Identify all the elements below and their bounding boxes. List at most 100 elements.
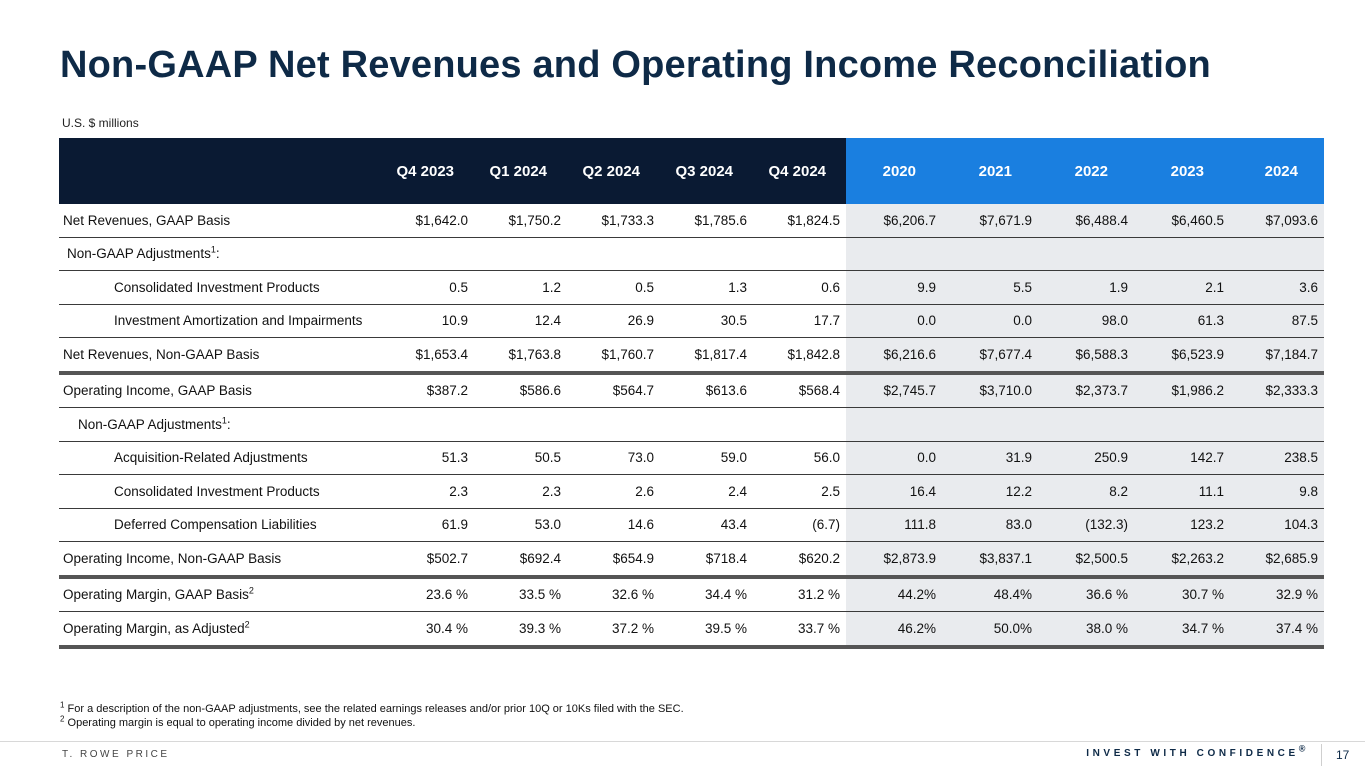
table-cell: $7,677.4 <box>942 337 1038 375</box>
table-cell: 56.0 <box>753 441 846 475</box>
table-cell: $2,500.5 <box>1038 541 1134 579</box>
table-cell: $3,837.1 <box>942 541 1038 579</box>
table-cell: $1,642.0 <box>381 204 474 238</box>
table-cell <box>660 407 753 442</box>
table-cell <box>660 237 753 271</box>
table-cell: $6,216.6 <box>846 337 942 375</box>
table-cell: $692.4 <box>474 541 567 579</box>
table-cell: $6,206.7 <box>846 204 942 238</box>
row-label-text: Operating Margin, as Adjusted <box>63 620 245 636</box>
table-header-row: Q4 2023 Q1 2024 Q2 2024 Q3 2024 Q4 2024 … <box>59 138 1324 204</box>
table-cell: 0.6 <box>753 270 846 305</box>
table-cell: 2.5 <box>753 474 846 509</box>
row-label: Net Revenues, Non-GAAP Basis <box>59 337 381 375</box>
table-cell: 26.9 <box>567 304 660 338</box>
table-cell <box>1038 237 1134 271</box>
footer-separator <box>1321 744 1322 766</box>
table-row: Consolidated Investment Products 0.5 1.2 0.… <box>59 270 1324 305</box>
table-cell: $2,685.9 <box>1230 541 1324 579</box>
table-cell: 250.9 <box>1038 441 1134 475</box>
tagline-text: INVEST WITH CONFIDENCE <box>1086 748 1299 759</box>
table-row: Non-GAAP Adjustments1: <box>59 407 1324 442</box>
table-cell: $586.6 <box>474 372 567 408</box>
table-cell <box>942 237 1038 271</box>
row-label: Deferred Compensation Liabilities <box>59 508 381 542</box>
table-cell <box>381 407 474 442</box>
table-cell: 48.4% <box>942 576 1038 612</box>
table-cell: $1,763.8 <box>474 337 567 375</box>
footnote-2: 2 Operating margin is equal to operating… <box>60 715 415 729</box>
col-header-q4-2023: Q4 2023 <box>381 138 474 204</box>
row-label-text: Non-GAAP Adjustments <box>78 416 222 432</box>
table-cell: 30.5 <box>660 304 753 338</box>
table-cell: $1,785.6 <box>660 204 753 238</box>
footnote-text: For a description of the non-GAAP adjust… <box>67 703 684 715</box>
table-cell: 0.0 <box>846 441 942 475</box>
table-cell: 30.4 % <box>381 611 474 649</box>
row-label-text: Consolidated Investment Products <box>114 483 320 499</box>
table-cell: $7,671.9 <box>942 204 1038 238</box>
table-cell: 0.0 <box>942 304 1038 338</box>
table-cell: 61.3 <box>1134 304 1230 338</box>
table-cell: 23.6 % <box>381 576 474 612</box>
table-cell: 39.3 % <box>474 611 567 649</box>
table-cell: 59.0 <box>660 441 753 475</box>
table-cell <box>1134 407 1230 442</box>
table-cell: 111.8 <box>846 508 942 542</box>
row-label: Operating Income, Non-GAAP Basis <box>59 541 381 579</box>
row-label-text: Investment Amortization and Impairments <box>114 313 363 329</box>
table-cell: 142.7 <box>1134 441 1230 475</box>
row-label-text: Deferred Compensation Liabilities <box>114 517 317 533</box>
col-header-2022: 2022 <box>1038 138 1134 204</box>
table-cell: $7,093.6 <box>1230 204 1324 238</box>
table-cell: 123.2 <box>1134 508 1230 542</box>
table-row: Non-GAAP Adjustments1: <box>59 237 1324 271</box>
page-number: 17 <box>1336 748 1350 762</box>
row-label: Investment Amortization and Impairments <box>59 304 381 338</box>
table-cell: 12.2 <box>942 474 1038 509</box>
reconciliation-table: Q4 2023 Q1 2024 Q2 2024 Q3 2024 Q4 2024 … <box>59 138 1324 649</box>
row-label-text: Net Revenues, GAAP Basis <box>63 212 231 228</box>
table-cell: $6,523.9 <box>1134 337 1230 375</box>
table-cell: 0.5 <box>381 270 474 305</box>
table-cell: 3.6 <box>1230 270 1324 305</box>
table-cell: 31.9 <box>942 441 1038 475</box>
row-label-text: Acquisition-Related Adjustments <box>114 450 308 466</box>
row-label-text: Consolidated Investment Products <box>114 279 320 295</box>
table-cell: $718.4 <box>660 541 753 579</box>
row-label-suffix: : <box>215 246 220 262</box>
table-cell: 34.4 % <box>660 576 753 612</box>
table-cell: 44.2% <box>846 576 942 612</box>
table-row: Acquisition-Related Adjustments 51.3 50.5 7… <box>59 441 1324 475</box>
table-cell: 51.3 <box>381 441 474 475</box>
table-cell: $1,760.7 <box>567 337 660 375</box>
table-cell: $1,842.8 <box>753 337 846 375</box>
table-cell: $2,873.9 <box>846 541 942 579</box>
table-cell: 31.2 % <box>753 576 846 612</box>
table-cell: $2,745.7 <box>846 372 942 408</box>
table-cell: 14.6 <box>567 508 660 542</box>
table-cell: $502.7 <box>381 541 474 579</box>
table-cell <box>846 407 942 442</box>
footnote-ref: 1 <box>221 415 227 426</box>
header-label-cell <box>59 138 381 204</box>
table-cell: 0.5 <box>567 270 660 305</box>
table-row: Investment Amortization and Impairments 1… <box>59 304 1324 338</box>
table-cell: 73.0 <box>567 441 660 475</box>
table-cell <box>846 237 942 271</box>
table-cell: $6,588.3 <box>1038 337 1134 375</box>
table-cell: $1,750.2 <box>474 204 567 238</box>
table-cell: 10.9 <box>381 304 474 338</box>
table-row: Operating Margin, as Adjusted2 30.4 % 39.3… <box>59 611 1324 649</box>
table-cell: 87.5 <box>1230 304 1324 338</box>
row-label: Acquisition-Related Adjustments <box>59 441 381 475</box>
table-cell: $6,460.5 <box>1134 204 1230 238</box>
col-header-2024: 2024 <box>1230 138 1324 204</box>
table-row: Deferred Compensation Liabilities 61.9 53.… <box>59 508 1324 542</box>
table-cell: 34.7 % <box>1134 611 1230 649</box>
table-cell: $1,817.4 <box>660 337 753 375</box>
table-cell <box>942 407 1038 442</box>
table-cell: 37.4 % <box>1230 611 1324 649</box>
table-cell: 36.6 % <box>1038 576 1134 612</box>
table-cell: 50.5 <box>474 441 567 475</box>
